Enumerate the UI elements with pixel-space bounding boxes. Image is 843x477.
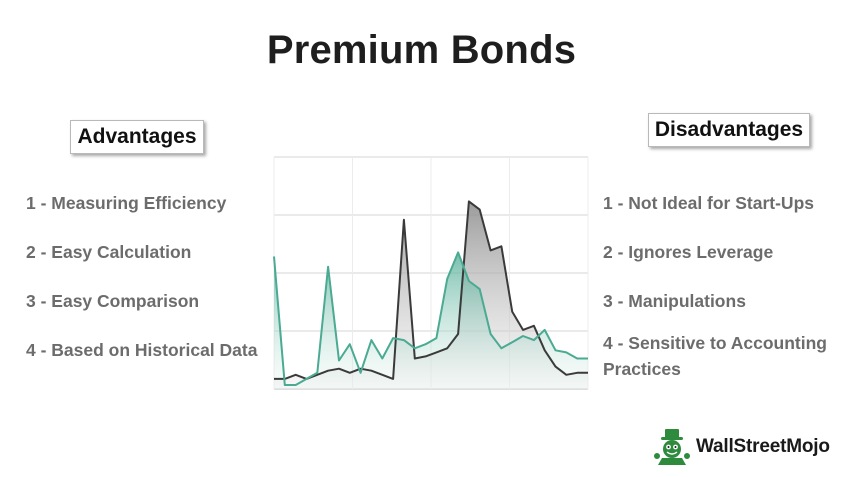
advantage-item-2: 2 - Easy Calculation <box>26 242 192 262</box>
disadvantage-item-2: 2 - Ignores Leverage <box>603 242 774 262</box>
disadvantage-item-4: 4 - Sensitive to Accounting Practices <box>603 333 827 379</box>
disadvantage-item-1: 1 - Not Ideal for Start-Ups <box>603 193 814 213</box>
advantage-item-3: 3 - Easy Comparison <box>26 291 200 311</box>
mojo-mascot-icon <box>654 429 690 465</box>
series-teal-area <box>274 252 588 389</box>
advantage-item-4: 4 - Based on Historical Data <box>26 340 258 360</box>
disadvantages-header: Disadvantages <box>648 113 810 147</box>
series-teal-line <box>273 251 588 386</box>
chart-series <box>273 200 588 389</box>
series-dark-area <box>274 201 588 389</box>
bond-chart <box>273 156 589 390</box>
series-dark-line <box>274 200 588 380</box>
advantage-item-1: 1 - Measuring Efficiency <box>26 193 227 213</box>
page-title: Premium Bonds <box>266 28 577 72</box>
advantages-header: Advantages <box>70 120 204 154</box>
brand-name: WallStreetMojo <box>696 436 830 457</box>
disadvantage-item-3: 3 - Manipulations <box>603 291 746 311</box>
